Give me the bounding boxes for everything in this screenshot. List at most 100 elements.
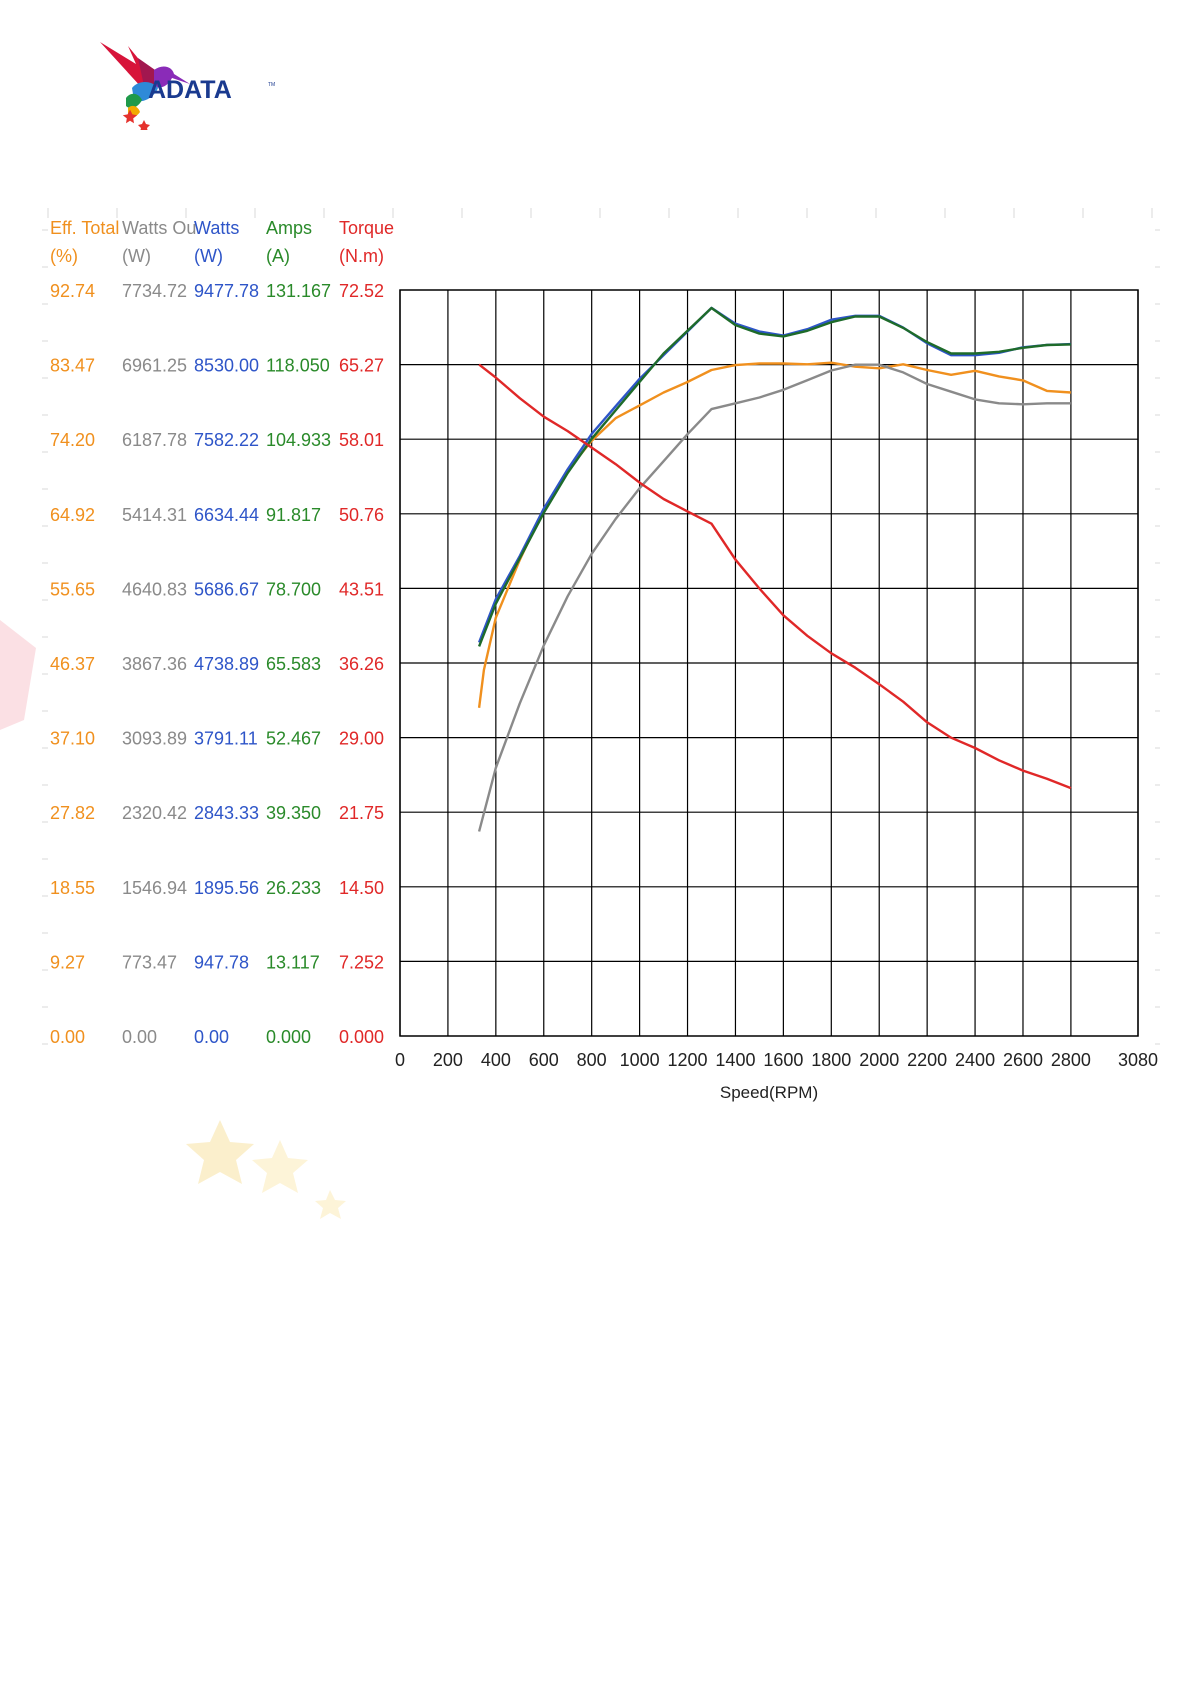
y-tick-label: 65.27 — [339, 356, 384, 376]
y-tick-label: 7734.72 — [122, 281, 187, 301]
axis-header: Amps — [266, 218, 312, 238]
x-tick-label: 2000 — [859, 1050, 899, 1070]
axis-unit: (N.m) — [339, 246, 384, 266]
y-tick-label: 91.817 — [266, 505, 321, 525]
y-tick-label: 83.47 — [50, 356, 95, 376]
x-tick-label: 600 — [529, 1050, 559, 1070]
y-tick-label: 26.233 — [266, 878, 321, 898]
y-tick-label: 7582.22 — [194, 430, 259, 450]
x-tick-label: 800 — [577, 1050, 607, 1070]
axis-headers: Eff. Total (%) Watts Ou (W) Watts (W) Amps (A) T… — [50, 218, 394, 266]
y-tick-label: 9.27 — [50, 952, 85, 972]
y-tick-label: 74.20 — [50, 430, 95, 450]
motor-performance-chart: Eff. Total (%) Watts Ou (W) Watts (W) Amps (A) T… — [42, 208, 1160, 1102]
x-tick-label: 0 — [395, 1050, 405, 1070]
y-tick-label: 13.117 — [266, 952, 320, 972]
y-tick-label: 92.74 — [50, 281, 95, 301]
x-axis-label: Speed(RPM) — [720, 1083, 818, 1102]
series-line — [477, 306, 1071, 647]
decorative-shape — [0, 620, 36, 730]
y-tick-label: 50.76 — [339, 505, 384, 525]
x-tick-label: 2200 — [907, 1050, 947, 1070]
y-tick-label: 3791.11 — [194, 729, 258, 749]
series-line — [478, 363, 1072, 790]
plot-border — [399, 289, 1139, 1037]
y-tick-label: 64.92 — [50, 505, 95, 525]
y-tick-label: 6634.44 — [194, 505, 259, 525]
outer-frame-ticks — [42, 208, 1160, 1045]
y-tick-label: 7.252 — [339, 952, 384, 972]
axis-unit: (W) — [122, 246, 151, 266]
series-line — [477, 306, 1071, 643]
y-tick-label: 55.65 — [50, 579, 95, 599]
y-tick-label: 37.10 — [50, 729, 95, 749]
y-tick-label: 52.467 — [266, 729, 321, 749]
y-tick-label: 0.000 — [266, 1027, 311, 1047]
y-tick-labels: 0.00 9.27 18.55 27.82 37.10 46.37 55.65 64.92 74… — [50, 281, 384, 1047]
axis-header: Watts Ou — [122, 218, 196, 238]
axis-unit: (W) — [194, 246, 223, 266]
x-tick-labels: 0 200 400 600 800 1000 1200 1400 1600 1800 2000 220… — [395, 1050, 1158, 1070]
y-tick-label: 773.47 — [122, 952, 177, 972]
x-tick-label: 2800 — [1051, 1050, 1091, 1070]
adata-logo: ADATA TM — [100, 42, 275, 130]
x-tick-label: 1800 — [811, 1050, 851, 1070]
y-tick-label: 4738.89 — [194, 654, 259, 674]
y-tick-label: 4640.83 — [122, 579, 187, 599]
y-tick-label: 0.00 — [122, 1027, 157, 1047]
y-tick-label: 118.050 — [266, 356, 330, 376]
y-tick-label: 0.00 — [50, 1027, 85, 1047]
y-tick-label: 6961.25 — [122, 356, 187, 376]
logo-wordmark: ADATA — [148, 76, 232, 104]
x-tick-label: 200 — [433, 1050, 463, 1070]
x-tick-label: 2600 — [1003, 1050, 1043, 1070]
x-tick-label: 1600 — [763, 1050, 803, 1070]
y-tick-label: 72.52 — [339, 281, 384, 301]
y-tick-label: 131.167 — [266, 281, 331, 301]
y-tick-label: 1895.56 — [194, 878, 259, 898]
y-tick-label: 78.700 — [266, 579, 321, 599]
series-lines — [477, 306, 1072, 832]
logo-trademark: TM — [268, 82, 275, 88]
y-tick-label: 18.55 — [50, 878, 95, 898]
y-tick-label: 104.933 — [266, 430, 331, 450]
y-tick-label: 0.000 — [339, 1027, 384, 1047]
y-tick-label: 43.51 — [339, 579, 384, 599]
decorative-stars — [186, 1120, 346, 1219]
axis-unit: (A) — [266, 246, 290, 266]
y-tick-label: 65.583 — [266, 654, 321, 674]
plot-area — [399, 289, 1139, 1037]
x-tick-label: 1200 — [668, 1050, 708, 1070]
y-tick-label: 947.78 — [194, 952, 249, 972]
y-tick-label: 1546.94 — [122, 878, 187, 898]
y-tick-label: 5414.31 — [122, 505, 187, 525]
x-tick-label: 3080 — [1118, 1050, 1158, 1070]
y-tick-label: 3867.36 — [122, 654, 187, 674]
hummingbird-icon — [100, 42, 190, 130]
y-tick-label: 6187.78 — [122, 430, 187, 450]
y-tick-label: 36.26 — [339, 654, 384, 674]
x-tick-label: 400 — [481, 1050, 511, 1070]
y-tick-label: 46.37 — [50, 654, 95, 674]
y-tick-label: 9477.78 — [194, 281, 259, 301]
x-tick-label: 1000 — [620, 1050, 660, 1070]
y-tick-label: 2843.33 — [194, 803, 259, 823]
y-tick-label: 58.01 — [339, 430, 384, 450]
y-tick-label: 5686.67 — [194, 579, 259, 599]
grid-lines — [399, 290, 1139, 1036]
y-tick-label: 29.00 — [339, 729, 384, 749]
axis-header: Eff. Total — [50, 218, 119, 238]
y-tick-label: 3093.89 — [122, 729, 187, 749]
y-tick-label: 21.75 — [339, 803, 384, 823]
x-tick-label: 1400 — [715, 1050, 755, 1070]
y-tick-label: 0.00 — [194, 1027, 229, 1047]
y-tick-label: 14.50 — [339, 878, 384, 898]
y-tick-label: 8530.00 — [194, 356, 259, 376]
series-line — [477, 363, 1071, 832]
y-tick-label: 2320.42 — [122, 803, 187, 823]
axis-header: Watts — [194, 218, 239, 238]
y-tick-label: 27.82 — [50, 803, 95, 823]
axis-unit: (%) — [50, 246, 78, 266]
axis-header: Torque — [339, 218, 394, 238]
x-tick-label: 2400 — [955, 1050, 995, 1070]
